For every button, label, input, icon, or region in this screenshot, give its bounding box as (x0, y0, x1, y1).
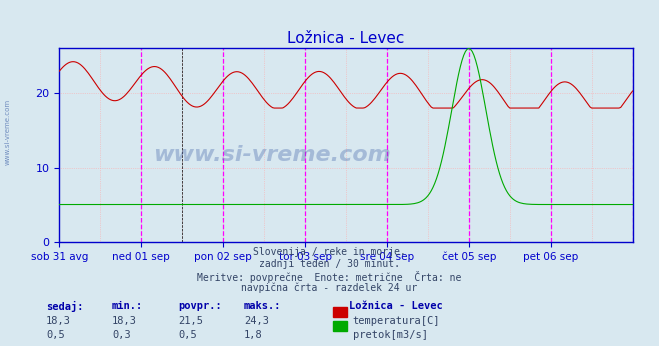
Text: min.:: min.: (112, 301, 143, 311)
Text: www.si-vreme.com: www.si-vreme.com (5, 98, 11, 165)
Text: temperatura[C]: temperatura[C] (353, 316, 440, 326)
Text: Ložnica - Levec: Ložnica - Levec (349, 301, 443, 311)
Text: 1,8: 1,8 (244, 330, 262, 340)
Text: Slovenija / reke in morje.: Slovenija / reke in morje. (253, 247, 406, 257)
Text: 18,3: 18,3 (46, 316, 71, 326)
Text: 0,5: 0,5 (178, 330, 196, 340)
Text: zadnji teden / 30 minut.: zadnji teden / 30 minut. (259, 259, 400, 269)
Text: www.si-vreme.com: www.si-vreme.com (153, 145, 390, 165)
Text: Meritve: povprečne  Enote: metrične  Črta: ne: Meritve: povprečne Enote: metrične Črta:… (197, 271, 462, 283)
Text: navpična črta - razdelek 24 ur: navpična črta - razdelek 24 ur (241, 283, 418, 293)
Text: 21,5: 21,5 (178, 316, 203, 326)
Text: sedaj:: sedaj: (46, 301, 84, 312)
Title: Ložnica - Levec: Ložnica - Levec (287, 31, 405, 46)
Text: 0,3: 0,3 (112, 330, 130, 340)
Text: 0,5: 0,5 (46, 330, 65, 340)
Text: pretok[m3/s]: pretok[m3/s] (353, 330, 428, 340)
Text: maks.:: maks.: (244, 301, 281, 311)
Text: 18,3: 18,3 (112, 316, 137, 326)
Text: 24,3: 24,3 (244, 316, 269, 326)
Text: povpr.:: povpr.: (178, 301, 221, 311)
